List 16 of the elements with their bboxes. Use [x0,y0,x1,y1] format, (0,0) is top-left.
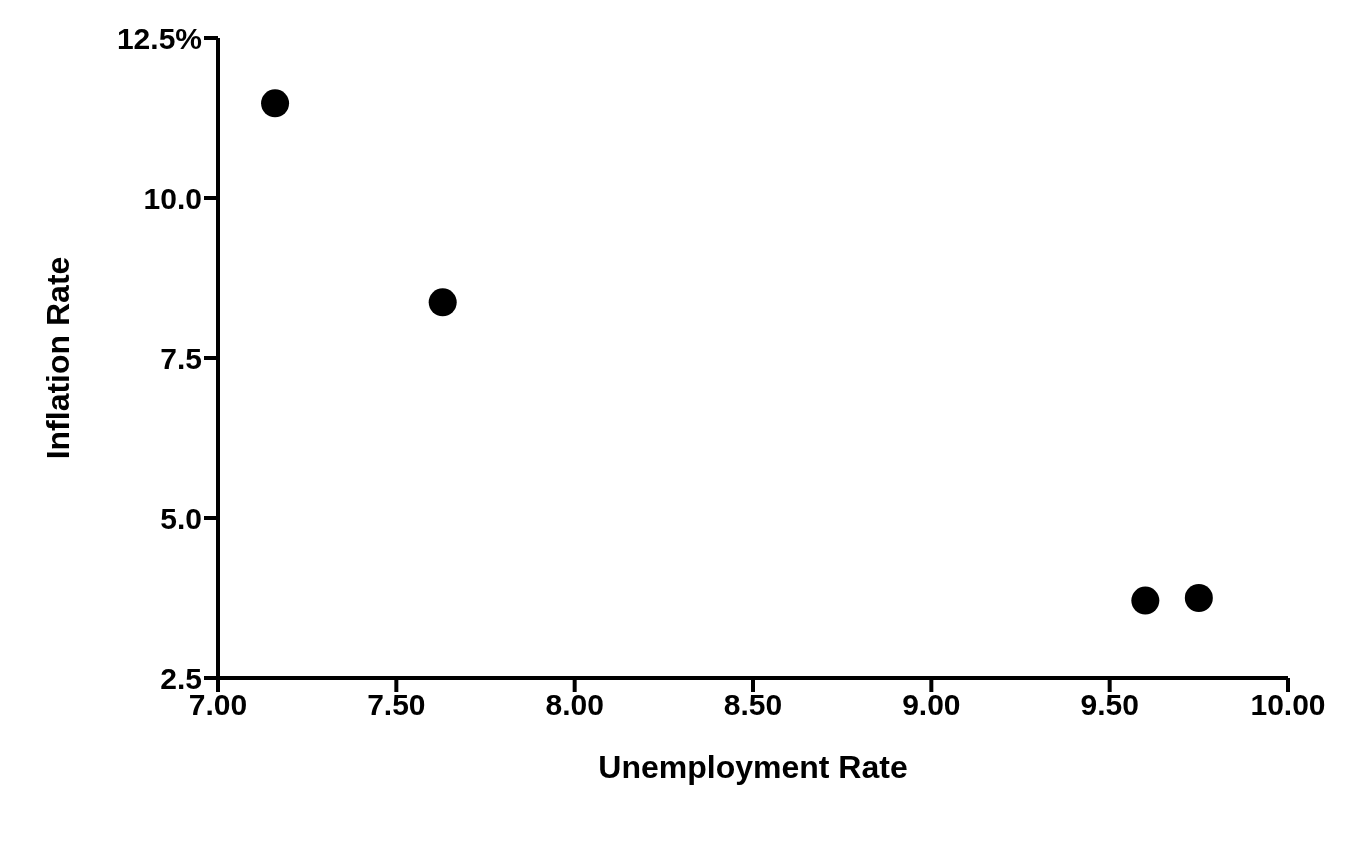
x-tick-label: 10.00 [1250,688,1326,722]
point [1184,584,1213,612]
x-tick-label: 7.50 [367,688,426,722]
x-tick-label: 8.50 [723,688,783,722]
x-axis-title: Unemployment Rate [598,749,908,785]
point [428,288,457,317]
x-tick-label: 9.00 [902,688,961,722]
y-tick-label: 5.0 [160,501,202,535]
x-tick-label: 9.50 [1080,688,1139,722]
x-tick-label: 8.00 [545,688,604,722]
point [1131,586,1160,615]
y-axis-title: Inflation Rate [40,256,77,460]
y-tick-label: 7.5 [160,341,202,375]
y-tick-label: 10.0 [143,181,202,215]
point [261,89,290,118]
y-tick-label: 12.5% [116,21,202,55]
